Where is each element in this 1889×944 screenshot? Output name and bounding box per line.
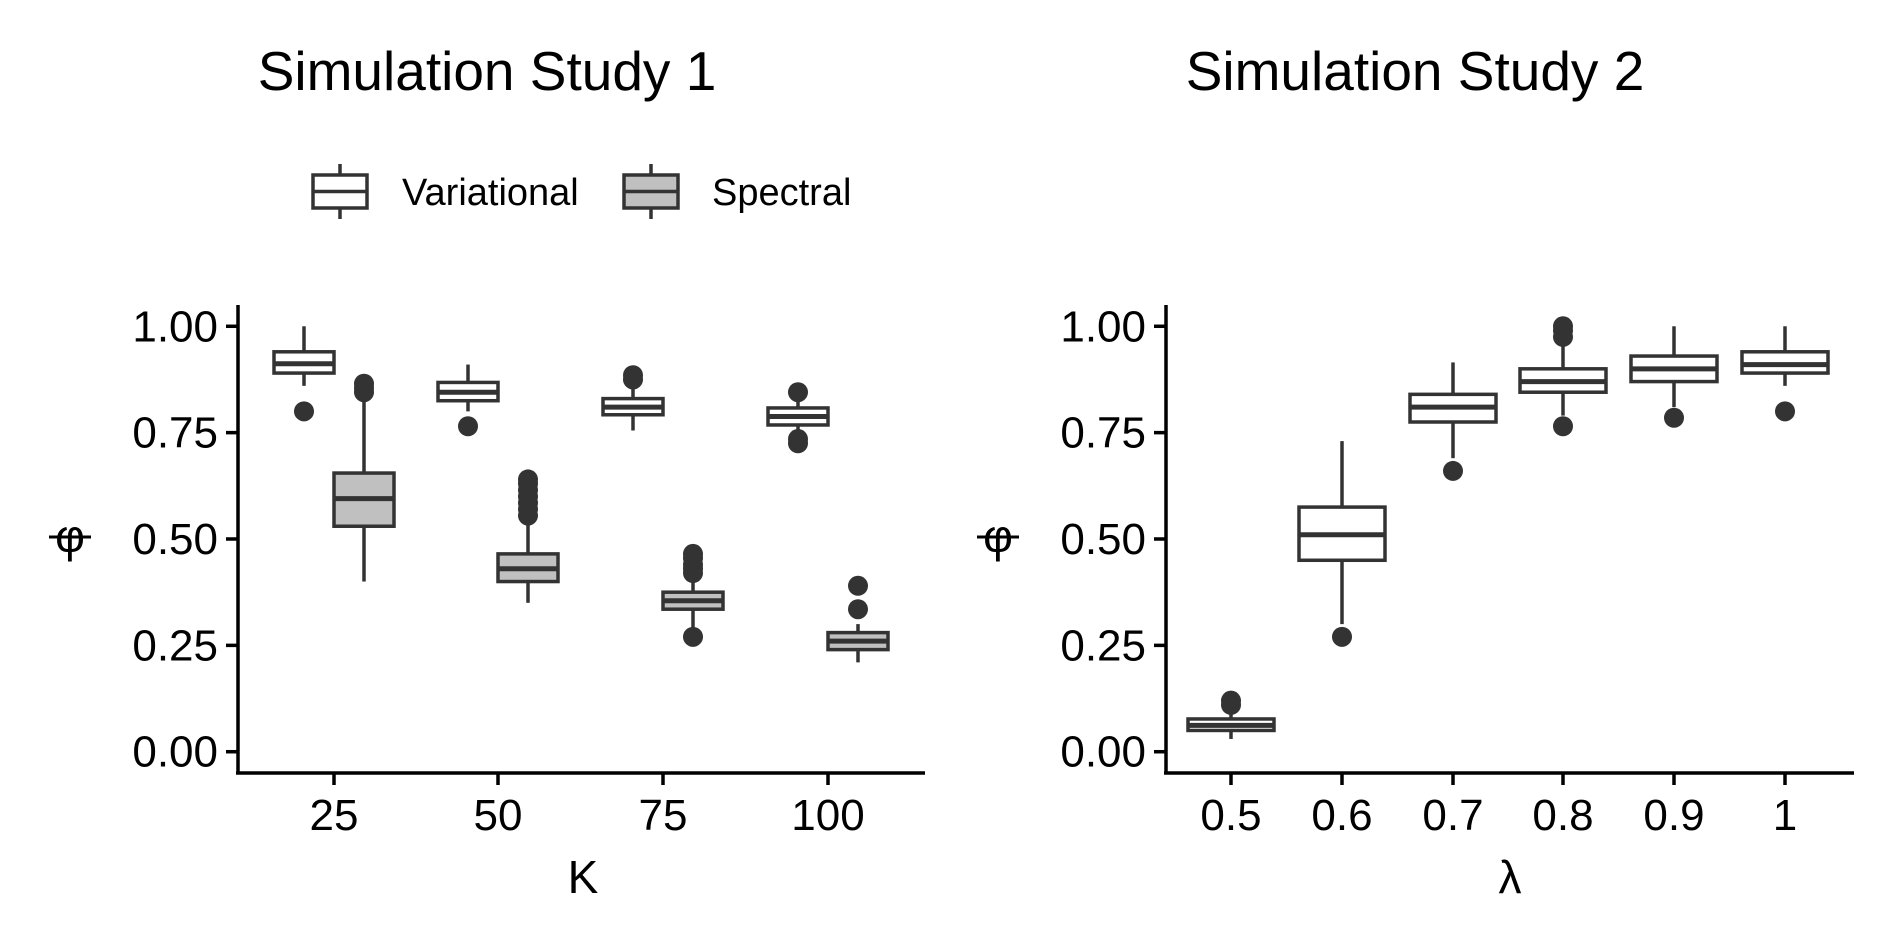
legend-label-spectral: Spectral	[712, 172, 851, 214]
y-tick-label: 0.25	[1060, 621, 1146, 670]
box-spectral-25	[332, 373, 396, 582]
box-spectral-50	[496, 469, 560, 603]
box-variational-0-7	[1408, 362, 1498, 481]
outlier-point	[1664, 407, 1684, 428]
x-tick-label: 0.7	[1422, 791, 1483, 840]
x-tick-label: 0.6	[1311, 791, 1372, 840]
outlier-point	[788, 429, 808, 450]
y-axis: 0.000.250.500.751.00 φ	[977, 302, 1168, 777]
x-tick-label: 0.9	[1643, 791, 1704, 840]
outlier-point	[294, 401, 314, 422]
y-tick-label: 0.50	[1060, 515, 1146, 564]
outlier-point	[1553, 316, 1573, 337]
outlier-point	[683, 543, 703, 564]
x-tick-label: 0.5	[1200, 791, 1261, 840]
panel-simulation-study-2: Simulation Study 2 0.000.250.500.751.00 …	[977, 40, 1854, 903]
x-axis-label: K	[568, 851, 599, 903]
outlier-point	[848, 575, 868, 596]
box-variational-25	[272, 326, 336, 422]
y-tick-label: 0.75	[132, 409, 218, 458]
box-variational-0-6	[1297, 441, 1387, 647]
y-tick-label: 0.25	[132, 621, 218, 670]
outlier-point	[848, 599, 868, 620]
x-tick-label: 75	[639, 791, 688, 840]
y-tick-label: 0.75	[1060, 409, 1146, 458]
y-tick-label: 1.00	[1060, 302, 1146, 351]
box-variational-0-5	[1186, 690, 1276, 739]
outlier-point	[458, 416, 478, 437]
outlier-point	[683, 626, 703, 647]
outlier-point	[788, 382, 808, 403]
boxes	[1186, 316, 1830, 739]
legend-item-variational: Variational	[311, 164, 579, 219]
outlier-point	[1221, 690, 1241, 711]
x-axis: 0.5 0.6 0.7 0.8 0.9 1 λ	[1164, 771, 1854, 903]
x-tick-label: 25	[310, 791, 359, 840]
panel-1-title: Simulation Study 1	[258, 40, 717, 102]
x-tick-label: 1	[1773, 791, 1797, 840]
legend-key-variational	[311, 164, 369, 219]
x-tick-label: 50	[474, 791, 523, 840]
legend-label-variational: Variational	[402, 172, 579, 214]
legend: Variational Spectral	[311, 164, 851, 219]
box-spectral-75	[661, 543, 725, 647]
outlier-point	[518, 469, 538, 490]
y-tick-label: 0.00	[132, 728, 218, 777]
outlier-point	[1332, 626, 1352, 647]
y-tick-label: 1.00	[132, 302, 218, 351]
outlier-point	[354, 373, 374, 394]
box-variational-0-9	[1629, 326, 1719, 428]
box-variational-50	[436, 364, 500, 437]
outlier-point	[623, 365, 643, 386]
x-axis: 25 50 75 100 K	[236, 771, 925, 903]
outlier-point	[1553, 416, 1573, 437]
y-tick-label: 0.50	[132, 515, 218, 564]
x-tick-label: 0.8	[1532, 791, 1593, 840]
panel-2-title: Simulation Study 2	[1186, 40, 1645, 102]
box-variational-100	[766, 382, 830, 454]
x-axis-label: λ	[1499, 851, 1522, 903]
outlier-point	[1443, 460, 1463, 481]
box-spectral-100	[826, 575, 890, 663]
box-variational-0-8	[1518, 316, 1608, 437]
box-variational-1	[1740, 326, 1830, 422]
panel-simulation-study-1: Simulation Study 1 Variational Sp	[49, 40, 925, 903]
outlier-point	[1775, 401, 1795, 422]
y-tick-label: 0.00	[1060, 728, 1146, 777]
box-variational-75	[601, 365, 665, 431]
x-tick-label: 100	[791, 791, 864, 840]
legend-item-spectral: Spectral	[622, 164, 851, 219]
y-axis: 0.000.250.500.751.00 φ	[49, 302, 240, 777]
boxes	[272, 326, 890, 663]
legend-key-spectral	[622, 164, 680, 219]
